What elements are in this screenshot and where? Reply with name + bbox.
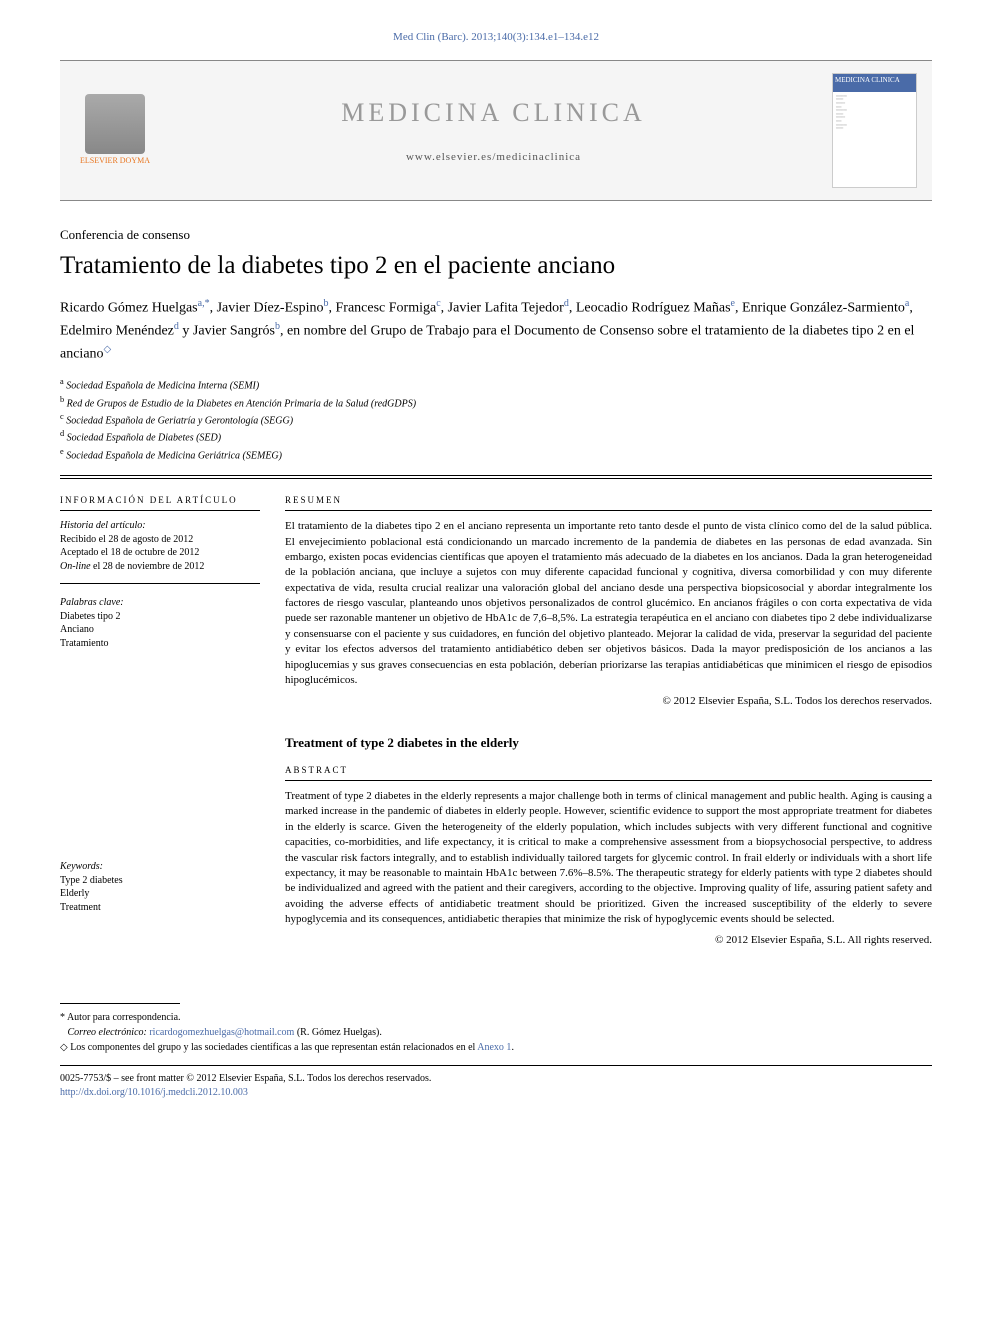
abstract-title: Treatment of type 2 diabetes in the elde…: [285, 734, 932, 752]
footnotes-rule: [60, 1003, 180, 1004]
elsevier-tree-icon: [85, 94, 145, 154]
abstract-text: Treatment of type 2 diabetes in the elde…: [285, 789, 932, 928]
keyword: Treatment: [60, 901, 260, 915]
journal-url[interactable]: www.elsevier.es/medicinaclinica: [155, 150, 832, 165]
keywords-en: Keywords: Type 2 diabetes Elderly Treatm…: [60, 860, 260, 914]
keyword: Elderly: [60, 887, 260, 901]
author-sup[interactable]: d: [564, 298, 569, 309]
anexo-link[interactable]: Anexo 1: [477, 1042, 511, 1053]
journal-cover: MEDICINA CLINICA ━━━━━━━━━━━━━━━━━━━━━━━…: [832, 73, 917, 188]
date-accepted: Aceptado el 18 de octubre de 2012: [60, 546, 260, 560]
resumen-label: RESUMEN: [285, 494, 932, 511]
diamond-sup[interactable]: ◇: [104, 344, 112, 355]
author-sup[interactable]: e: [731, 298, 735, 309]
author-sup[interactable]: a,*: [198, 298, 210, 309]
article-title: Tratamiento de la diabetes tipo 2 en el …: [60, 251, 932, 281]
author-sup[interactable]: a: [905, 298, 909, 309]
date-online: On-line el 28 de noviembre de 2012: [60, 560, 260, 574]
citation: Med Clin (Barc). 2013;140(3):134.e1–134.…: [60, 30, 932, 45]
author: Leocadio Rodríguez Mañas: [576, 301, 731, 316]
abstract-copyright: © 2012 Elsevier España, S.L. All rights …: [285, 933, 932, 948]
author-sup[interactable]: b: [275, 321, 280, 332]
authors: Ricardo Gómez Huelgasa,*, Javier Díez-Es…: [60, 296, 932, 364]
keywords-es-label: Palabras clave:: [60, 596, 260, 610]
author: Enrique González-Sarmiento: [742, 301, 905, 316]
keywords-en-label: Keywords:: [60, 860, 260, 874]
keywords-es: Palabras clave: Diabetes tipo 2 Anciano …: [60, 596, 260, 650]
diamond-note: ◇ Los componentes del grupo y las socied…: [60, 1040, 932, 1055]
affiliation: b Red de Grupos de Estudio de la Diabete…: [60, 394, 932, 411]
journal-name: MEDICINA CLINICA: [155, 95, 832, 130]
article-type: Conferencia de consenso: [60, 226, 932, 244]
affiliation: e Sociedad Española de Medicina Geriátri…: [60, 446, 932, 463]
publisher-name: ELSEVIER DOYMA: [75, 156, 155, 167]
author-sup[interactable]: b: [324, 298, 329, 309]
history-label: Historia del artículo:: [60, 519, 260, 533]
content-row: INFORMACIÓN DEL ARTÍCULO Historia del ar…: [60, 478, 932, 973]
author: Francesc Formiga: [336, 301, 437, 316]
journal-header: ELSEVIER DOYMA MEDICINA CLINICA www.else…: [60, 60, 932, 201]
keyword: Type 2 diabetes: [60, 874, 260, 888]
cover-title: MEDICINA CLINICA: [833, 74, 916, 92]
email-link[interactable]: ricardogomezhuelgas@hotmail.com: [149, 1027, 294, 1038]
bottom-rule: [60, 1065, 932, 1066]
date-received: Recibido el 28 de agosto de 2012: [60, 533, 260, 547]
author: Edelmiro Menéndez: [60, 324, 174, 339]
issn-text: 0025-7753/$ – see front matter © 2012 El…: [60, 1072, 932, 1086]
author: Javier Sangrós: [193, 324, 275, 339]
author: Javier Lafita Tejedor: [448, 301, 564, 316]
keyword: Diabetes tipo 2: [60, 610, 260, 624]
keyword: Anciano: [60, 623, 260, 637]
resumen-copyright: © 2012 Elsevier España, S.L. Todos los d…: [285, 694, 932, 709]
author: Javier Díez-Espino: [217, 301, 324, 316]
journal-center: MEDICINA CLINICA www.elsevier.es/medicin…: [155, 95, 832, 165]
affiliations: a Sociedad Española de Medicina Interna …: [60, 376, 932, 476]
author: Ricardo Gómez Huelgas: [60, 301, 198, 316]
footnotes: * Autor para correspondencia. Correo ele…: [60, 1010, 932, 1055]
abstract-label: ABSTRACT: [285, 764, 932, 781]
group-line: en nombre del Grupo de Trabajo para el D…: [60, 324, 914, 362]
issn-block: 0025-7753/$ – see front matter © 2012 El…: [60, 1072, 932, 1100]
info-label: INFORMACIÓN DEL ARTÍCULO: [60, 494, 260, 511]
right-column: RESUMEN El tratamiento de la diabetes ti…: [285, 494, 932, 973]
publisher-logo: ELSEVIER DOYMA: [75, 94, 155, 167]
affiliation: d Sociedad Española de Diabetes (SED): [60, 428, 932, 445]
affiliation: a Sociedad Española de Medicina Interna …: [60, 376, 932, 393]
affiliation: c Sociedad Española de Geriatría y Geron…: [60, 411, 932, 428]
resumen-text: El tratamiento de la diabetes tipo 2 en …: [285, 519, 932, 688]
left-column: INFORMACIÓN DEL ARTÍCULO Historia del ar…: [60, 494, 260, 973]
author-sup[interactable]: c: [436, 298, 440, 309]
history-block: Historia del artículo: Recibido el 28 de…: [60, 519, 260, 584]
cover-body: ━━━━━━━━━━━━━━━━━━━━━━━━━━━━━━━━━━━━━━━━…: [833, 92, 916, 134]
corresp-label: * Autor para correspondencia.: [60, 1010, 932, 1025]
keyword: Tratamiento: [60, 637, 260, 651]
author-sup[interactable]: d: [174, 321, 179, 332]
doi-link[interactable]: http://dx.doi.org/10.1016/j.medcli.2012.…: [60, 1087, 248, 1098]
corresp-email: Correo electrónico: ricardogomezhuelgas@…: [60, 1025, 932, 1040]
